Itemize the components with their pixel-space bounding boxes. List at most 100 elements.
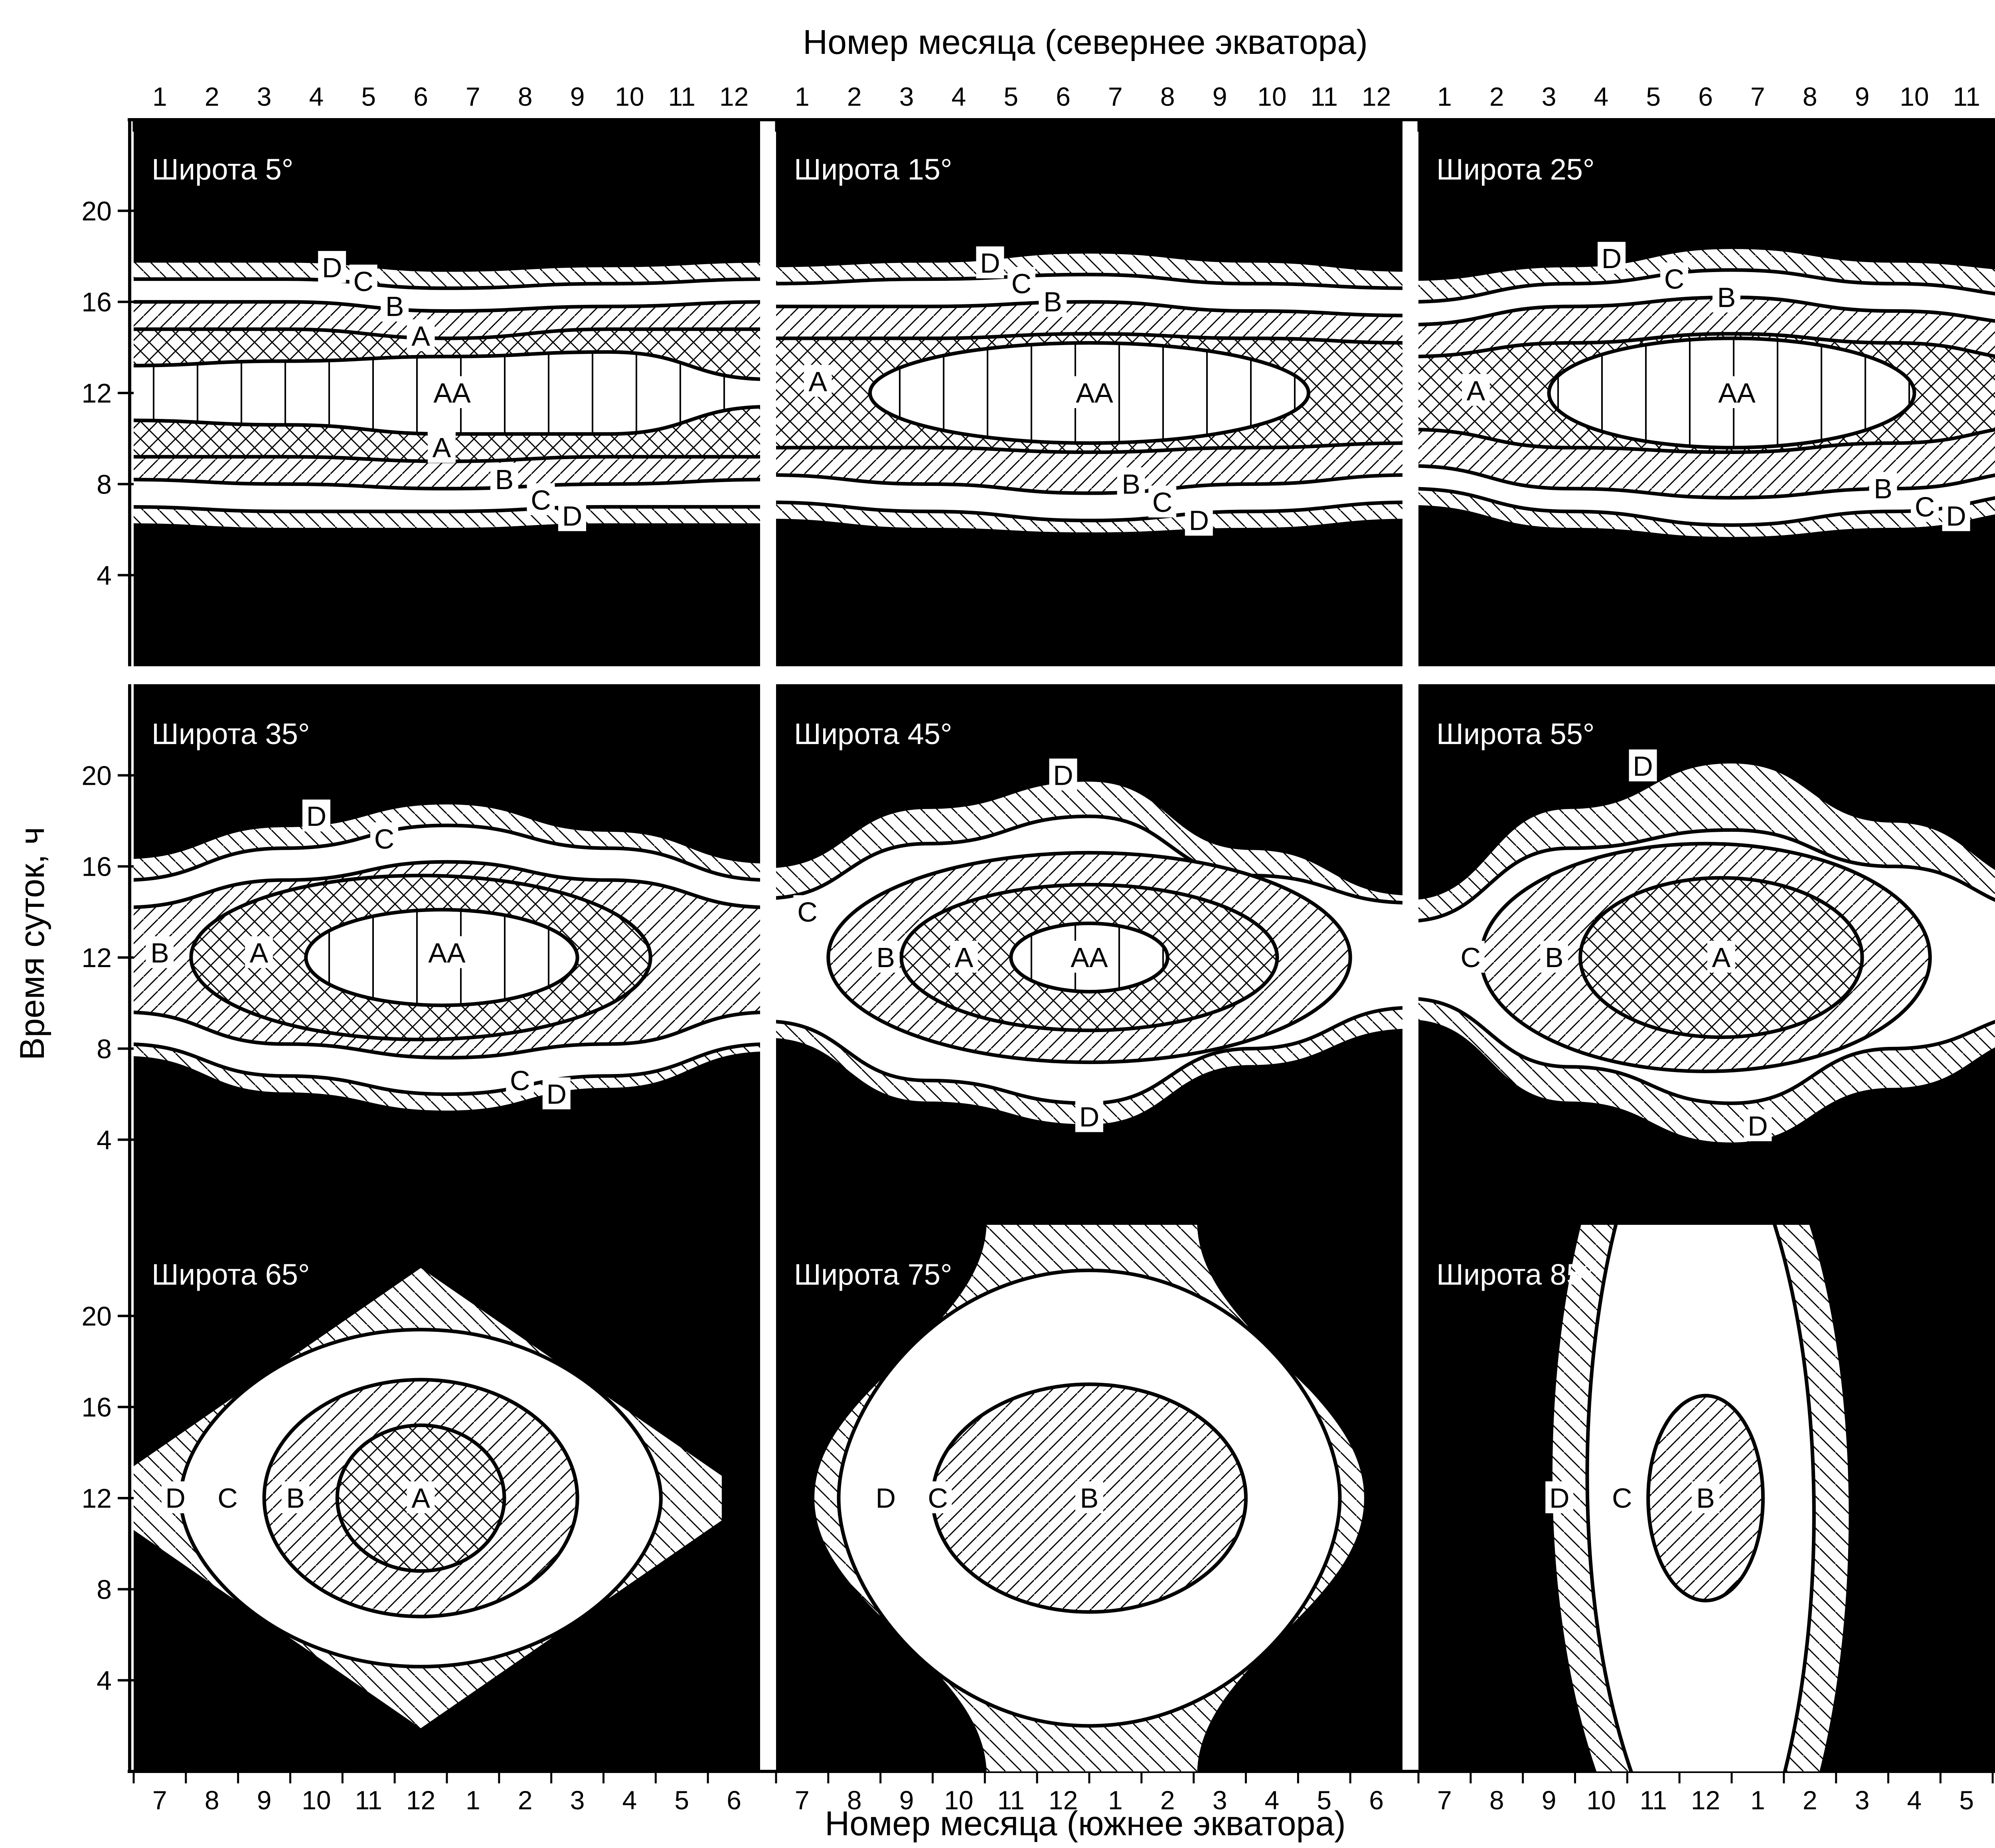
y-tick-label: 12	[81, 1483, 112, 1514]
bottom-month-label: 9	[257, 1785, 272, 1815]
zone-label: B	[1122, 468, 1140, 500]
panel-title: Широта 75°	[794, 1258, 952, 1291]
zone-label-box	[527, 483, 555, 515]
panel-title: Широта 15°	[794, 153, 952, 186]
panel-title: Широта 55°	[1436, 717, 1595, 750]
bottom-month-label: 12	[1691, 1785, 1720, 1815]
panel-title: Широта 25°	[1436, 153, 1595, 186]
bottom-month-label: 7	[152, 1785, 167, 1815]
top-month-label: 7	[466, 82, 480, 111]
zone-label: A	[1712, 942, 1730, 973]
bottom-month-label: 5	[1959, 1785, 1974, 1815]
zone-label-box	[1540, 941, 1568, 973]
y-axis-title: Время суток, ч	[13, 827, 51, 1060]
top-month-label: 4	[1594, 82, 1609, 111]
zone-label-box	[161, 1481, 190, 1513]
zone-label: B	[495, 464, 514, 495]
bottom-month-label: 3	[570, 1785, 585, 1815]
latitude-panel: D C B Широта 75°	[776, 1225, 1402, 1771]
zone-label-box	[1075, 1481, 1103, 1513]
bottom-month-label: 10	[944, 1785, 973, 1815]
zone-label: B	[1696, 1483, 1715, 1514]
zone-label-box	[1608, 1481, 1636, 1513]
zone-label-box	[490, 462, 518, 495]
bottom-month-label: 5	[1317, 1785, 1331, 1815]
zone-label: A	[250, 938, 269, 969]
top-month-label: 11	[668, 82, 695, 111]
zone-label-box	[302, 800, 330, 832]
y-tick-label: 16	[81, 852, 112, 882]
zone-label-box	[804, 365, 832, 397]
bottom-month-label: 7	[795, 1785, 810, 1815]
zone-label-box	[1073, 376, 1117, 408]
top-month-label: 8	[1160, 82, 1175, 111]
top-month-label: 9	[1855, 82, 1870, 111]
zone-label: D	[1946, 500, 1966, 531]
zone-label-box	[871, 941, 900, 973]
zone-label: B	[150, 938, 169, 969]
zone-label-box	[146, 936, 174, 968]
bottom-month-label: 6	[727, 1785, 741, 1815]
bottom-month-label: 11	[1639, 1785, 1667, 1815]
y-tick-label: 8	[97, 1034, 112, 1064]
zone-label: C	[510, 1065, 530, 1096]
zone-label: B	[385, 291, 404, 322]
zone-label: AA	[1076, 377, 1113, 409]
zone-label-box	[407, 1481, 435, 1513]
top-month-label: 10	[1900, 82, 1929, 111]
bottom-month-label: 8	[205, 1785, 219, 1815]
zone-label-box	[1462, 374, 1490, 406]
bottom-month-label: 8	[847, 1785, 862, 1815]
bottom-month-label: 10	[302, 1785, 331, 1815]
bottom-month-label: 12	[406, 1785, 435, 1815]
bottom-month-label: 12	[1049, 1785, 1078, 1815]
top-month-label: 9	[570, 82, 585, 111]
top-month-label: 10	[615, 82, 644, 111]
zone-label: B	[1717, 282, 1736, 313]
bottom-month-label: 11	[355, 1785, 382, 1815]
zone-label: D	[980, 248, 1000, 279]
y-tick-label: 8	[97, 1574, 112, 1605]
y-tick-label: 16	[81, 1392, 112, 1423]
zone-label: AA	[428, 938, 466, 969]
y-tick-label: 20	[81, 1301, 112, 1331]
zone-label-box	[427, 431, 456, 463]
top-month-label: 3	[1542, 82, 1556, 111]
zone-label-box	[871, 1481, 900, 1513]
y-tick-label: 12	[81, 943, 112, 973]
zone-label: B	[286, 1483, 305, 1514]
zone-label-box	[407, 319, 435, 351]
zone-label: B	[1545, 942, 1564, 973]
bottom-month-label: 5	[674, 1785, 689, 1815]
zone-label: A	[808, 366, 827, 397]
bottom-month-label: 4	[1907, 1785, 1922, 1815]
zone-label: B	[1043, 286, 1062, 318]
zone-label: D	[1549, 1483, 1570, 1514]
zone-label-box	[1067, 941, 1111, 973]
zone-label-box	[1117, 467, 1145, 500]
zone-label: D	[322, 252, 342, 283]
zone-label-box	[1598, 242, 1626, 274]
zone-label-box	[281, 1481, 310, 1513]
top-month-label: 4	[309, 82, 324, 111]
y-tick-label: 4	[97, 561, 112, 591]
top-month-label: 2	[847, 82, 862, 111]
top-month-label: 9	[1213, 82, 1227, 111]
zone-label: C	[797, 896, 818, 928]
top-month-label: 10	[1257, 82, 1286, 111]
bottom-month-label: 2	[1160, 1785, 1175, 1815]
zone-label: A	[411, 320, 430, 351]
top-month-label: 11	[1310, 82, 1338, 111]
zone-label-box	[1039, 285, 1067, 317]
zone-label: A	[411, 1483, 430, 1514]
zone-label: C	[928, 1483, 948, 1514]
zone-label-box	[349, 265, 377, 297]
top-month-label: 1	[1437, 82, 1452, 111]
y-tick-label: 4	[97, 1125, 112, 1155]
bottom-month-label: 10	[1586, 1785, 1616, 1815]
zone-label-box	[1545, 1481, 1574, 1513]
zone-label: A	[1467, 375, 1485, 406]
